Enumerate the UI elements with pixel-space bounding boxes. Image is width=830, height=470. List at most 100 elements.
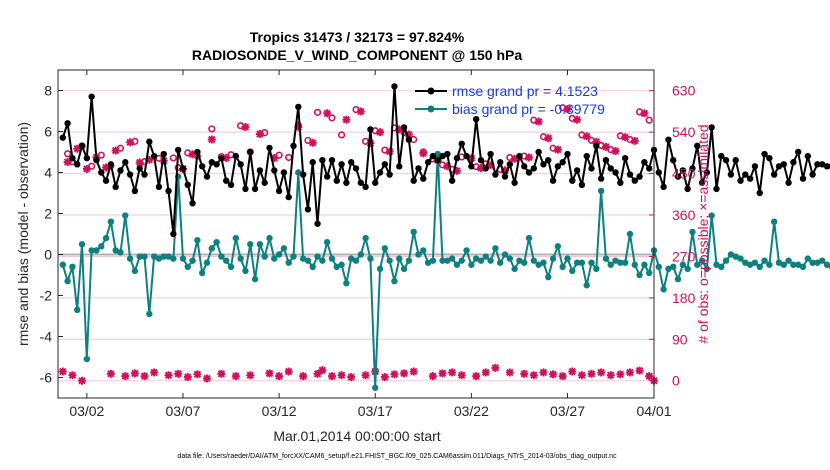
bias-point [59, 261, 67, 268]
obs-assimilated-marker [193, 370, 202, 379]
obs-assimilated-marker [121, 372, 130, 381]
bias-point [583, 282, 590, 289]
rmse-point [670, 157, 677, 164]
obs-possible-marker [208, 125, 216, 133]
right-axis-gridlines [58, 90, 654, 382]
bias-point [150, 253, 158, 260]
bias-point [477, 257, 485, 264]
rmse-point [516, 152, 523, 160]
rmse-point [405, 136, 413, 143]
rmse-point [439, 152, 446, 160]
obs-assimilated-marker [400, 369, 409, 378]
bias-point [655, 263, 663, 270]
rmse-point [352, 165, 360, 172]
rmse-point [343, 179, 350, 186]
rmse-point [347, 159, 355, 166]
rmse-point [223, 177, 230, 184]
obs-assimilated-marker [529, 371, 538, 380]
obs-assimilated-marker [640, 109, 649, 118]
bias-point [218, 253, 225, 260]
rmse-point [703, 169, 711, 176]
rmse-point [415, 165, 422, 172]
bias-point [530, 257, 538, 264]
rmse-point [756, 189, 763, 197]
x-tick-label: 03/07 [165, 403, 200, 419]
bias-point [410, 228, 417, 236]
bias-point [761, 257, 768, 264]
bias-point [415, 251, 422, 258]
obs-assimilated-marker [111, 146, 120, 155]
rmse-point [107, 161, 115, 168]
obs-assimilated-marker [299, 372, 308, 381]
rmse-point [203, 173, 211, 180]
plot-frame [57, 69, 655, 399]
rmse-point [501, 173, 509, 180]
x-axis-label: Mar.01,2014 00:00:00 start [273, 428, 440, 444]
bias-point [232, 234, 240, 242]
obs-assimilated-marker [318, 366, 327, 375]
rmse-point [689, 165, 696, 172]
rmse-point [141, 171, 148, 178]
rmse-point [496, 159, 504, 166]
rmse-point [660, 183, 667, 191]
rmse-point [530, 165, 538, 172]
obs-assimilated-marker [327, 372, 336, 381]
obs-assimilated-marker [217, 369, 226, 378]
obs-assimilated-marker [448, 368, 457, 377]
x-tick-label: 03/22 [454, 403, 489, 419]
bias-point [194, 236, 201, 244]
x-tick-label: 03/17 [358, 403, 393, 419]
bias-point [179, 255, 187, 262]
obs-assimilated-marker [568, 367, 577, 376]
bias-point [713, 261, 720, 268]
obs-assimilated-marker [438, 369, 447, 378]
bias-point [564, 255, 571, 262]
bias-point [141, 253, 148, 260]
bias-point [74, 306, 81, 314]
legend: rmse grand pr = 4.1523 bias grand pr = -… [415, 83, 605, 117]
rmse-point [458, 140, 465, 147]
rmse-point [372, 179, 379, 186]
bias-point [525, 234, 533, 242]
rmse-point [636, 173, 643, 180]
rmse-point [338, 161, 345, 168]
bias-point [290, 253, 297, 260]
bias-point [256, 241, 264, 248]
rmse-point [131, 187, 139, 195]
obs-possible-marker [328, 114, 336, 122]
bias-point [578, 259, 586, 266]
bias-point [434, 150, 441, 158]
bias-point [386, 257, 393, 264]
rmse-point [280, 169, 288, 176]
bias-point [160, 253, 167, 260]
rmse-point [809, 171, 816, 178]
right-y-axis-label: # of obs: o=possible; ×=assimilated [695, 124, 711, 343]
rmse-point [780, 161, 787, 168]
bias-point [521, 259, 528, 266]
x-axis: 03/02 03/07 03/12 03/17 03/22 03/27 04/01 [69, 70, 672, 419]
rmse-point [766, 154, 773, 162]
bias-point [83, 355, 91, 363]
left-tick-label: 0 [44, 247, 52, 263]
obs-assimilated-marker [284, 367, 293, 376]
rmse-point [607, 165, 614, 172]
obs-assimilated-marker [308, 138, 317, 147]
bias-point [790, 261, 797, 268]
bias-point [621, 259, 629, 266]
bias-point [247, 241, 254, 248]
rmse-point [117, 167, 124, 174]
right-tick-label: 360 [672, 207, 696, 223]
rmse-point [525, 169, 533, 176]
rmse-point [775, 163, 783, 170]
obs-assimilated-marker [255, 129, 264, 138]
obs-assimilated-marker [582, 132, 591, 141]
bias-point [718, 263, 725, 270]
bias-point [809, 259, 816, 266]
obs-possible-marker [285, 153, 293, 162]
rmse-point [251, 185, 259, 193]
bias-point [742, 259, 749, 266]
bias-point [357, 251, 365, 258]
obs-assimilated-marker [597, 368, 606, 377]
obs-assimilated-marker [563, 105, 572, 114]
rmse-point [578, 181, 586, 188]
